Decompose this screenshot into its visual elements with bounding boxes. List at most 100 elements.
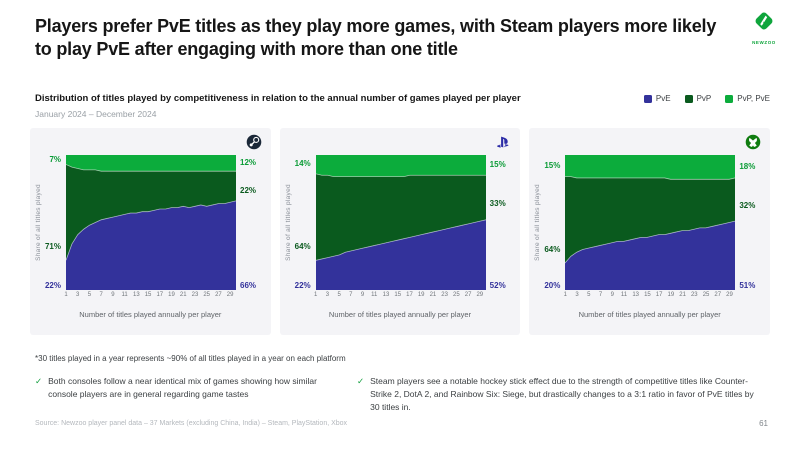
area-segment	[66, 155, 236, 172]
x-tick: 23	[441, 292, 448, 298]
edge-value-label: 15%	[544, 160, 561, 170]
steam-left-labels: 7% 71% 22%	[31, 155, 63, 290]
x-tick: 17	[406, 292, 413, 298]
x-axis-ticks: 1 3 5 7 9 11 13 15 17 19 21 23 25 27 29	[64, 292, 236, 300]
x-tick: 15	[144, 292, 152, 298]
area-segment	[565, 221, 736, 290]
x-tick: 11	[620, 292, 628, 298]
x-tick: 25	[702, 292, 710, 298]
x-tick: 27	[215, 292, 222, 298]
page-number: 61	[759, 419, 768, 428]
x-tick: 3	[575, 292, 579, 298]
edge-value-label: 66%	[240, 281, 257, 290]
edge-value-label: 33%	[489, 199, 506, 209]
edge-value-label: 51%	[739, 281, 756, 290]
legend: PvE PvP PvP, PvE	[643, 94, 770, 103]
edge-value-label: 52%	[489, 281, 506, 290]
edge-value-label: 32%	[739, 201, 756, 210]
area-segment	[565, 220, 736, 264]
x-tick: 5	[337, 292, 341, 298]
area-segment	[315, 173, 486, 177]
playstation-right-labels: 15% 33% 52%	[488, 155, 520, 290]
x-tick: 13	[133, 292, 140, 298]
x-tick: 1	[314, 292, 318, 298]
chart-panel-playstation: Share of all titles played 14% 64% 22% 15%…	[279, 128, 521, 335]
x-tick: 21	[429, 292, 437, 298]
x-tick: 19	[168, 292, 175, 298]
x-tick: 1	[64, 292, 68, 298]
x-tick: 9	[610, 292, 614, 298]
legend-item-pvp: PvP	[684, 94, 711, 103]
x-tick: 7	[99, 292, 103, 298]
steam-area-chart	[66, 155, 236, 290]
area-segment	[66, 164, 236, 172]
bullet-consoles: ✓ Both consoles follow a near identical …	[35, 375, 331, 413]
source-note: Source: Newzoo player panel data – 37 Ma…	[35, 420, 348, 427]
check-icon: ✓	[357, 376, 365, 386]
steam-icon	[246, 134, 261, 150]
x-tick: 11	[121, 292, 128, 298]
legend-item-pvp-pve: PvP, PvE	[725, 94, 770, 103]
chart-panel-xbox: Share of all titles played 15% 64% 20% 18%…	[529, 128, 771, 335]
edge-value-label: 12%	[240, 158, 257, 168]
x-tick: 13	[632, 292, 640, 298]
x-tick: 9	[111, 292, 115, 298]
area-segment	[315, 219, 486, 290]
xbox-area-chart	[565, 155, 736, 290]
area-segment	[66, 200, 236, 290]
x-tick: 23	[191, 292, 199, 298]
date-range: January 2024 – December 2024	[35, 109, 157, 119]
edge-value-label: 18%	[739, 161, 756, 171]
area-segment	[66, 200, 236, 261]
edge-value-label: 22%	[294, 281, 311, 290]
edge-value-label: 64%	[294, 242, 311, 252]
edge-value-label: 20%	[544, 281, 561, 290]
x-tick: 17	[655, 292, 663, 298]
x-tick: 15	[644, 292, 651, 298]
edge-value-label: 71%	[44, 242, 61, 252]
x-tick: 9	[360, 292, 365, 298]
area-segment	[565, 176, 736, 263]
playstation-left-labels: 14% 64% 22%	[281, 155, 313, 290]
area-segment	[315, 155, 486, 177]
x-tick: 13	[382, 292, 390, 298]
area-segment	[66, 164, 236, 261]
area-segment	[315, 219, 486, 261]
bullet-text: Steam players see a notable hockey stick…	[370, 376, 754, 412]
xbox-right-labels: 18% 32% 51%	[737, 155, 769, 291]
xbox-left-labels: 15% 64% 20%	[530, 155, 562, 290]
takeaway-bullets: ✓ Both consoles follow a near identical …	[35, 375, 765, 413]
footnote: *30 titles played in a year represents ~…	[35, 354, 346, 363]
x-tick: 27	[464, 292, 472, 298]
legend-label-pvp-pve: PvP, PvE	[737, 94, 770, 103]
xbox-icon	[745, 134, 761, 150]
newzoo-logo-icon	[755, 12, 773, 30]
x-tick: 21	[179, 292, 187, 298]
edge-value-label: 7%	[49, 154, 61, 164]
legend-item-pve: PvE	[643, 94, 671, 103]
steam-right-labels: 12% 22% 66%	[238, 155, 270, 290]
newzoo-logo-text: newzoo	[752, 40, 776, 45]
x-tick: 29	[726, 292, 733, 298]
x-axis-label: Number of titles played annually per pla…	[578, 310, 721, 319]
x-tick: 29	[476, 292, 484, 298]
x-axis-label: Number of titles played annually per pla…	[328, 310, 472, 319]
x-tick: 17	[156, 292, 164, 298]
area-segment	[565, 176, 736, 180]
legend-label-pve: PvE	[655, 94, 671, 103]
bullet-steam: ✓ Steam players see a notable hockey sti…	[357, 375, 757, 413]
playstation-icon	[497, 136, 509, 148]
x-tick: 7	[598, 292, 603, 298]
legend-swatch-pvp	[684, 94, 693, 103]
legend-swatch-pve	[643, 94, 652, 103]
x-tick: 7	[349, 292, 353, 298]
chart-subtitle: Distribution of titles played by competi…	[35, 93, 521, 104]
bullet-text: Both consoles follow a near identical mi…	[48, 376, 317, 399]
x-tick: 29	[226, 292, 234, 298]
x-axis-ticks: 1 3 5 7 9 11 13 15 17 19 21 23 25 27 29	[314, 292, 486, 300]
x-tick: 11	[371, 292, 378, 298]
x-tick: 21	[679, 292, 686, 298]
x-tick: 27	[714, 292, 722, 298]
x-tick: 25	[453, 292, 460, 298]
x-tick: 25	[203, 292, 211, 298]
